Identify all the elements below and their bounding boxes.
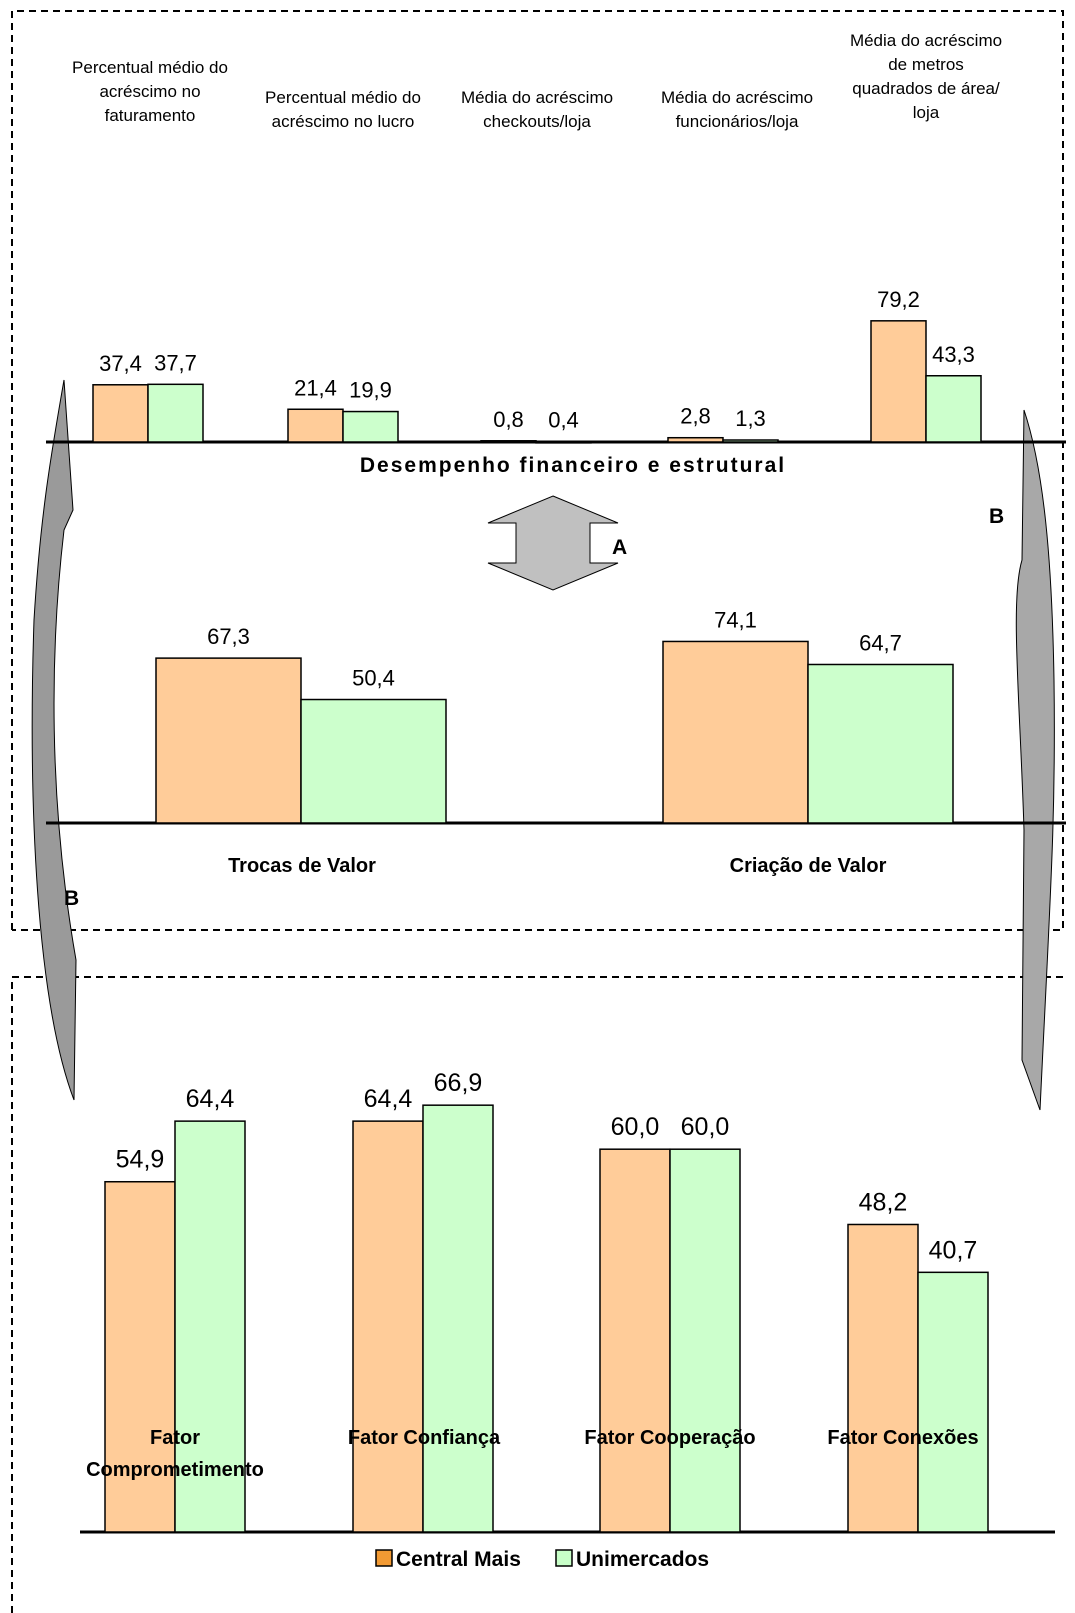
- bar-chart3-central-mais-2: [599, 1148, 671, 1533]
- bars-layer: [92, 320, 989, 1533]
- bar-chart1-central-mais-0: [92, 384, 149, 443]
- bar-chart1-central-mais-4: [870, 320, 927, 443]
- category-label-chart1-4-line3: loja: [913, 103, 940, 122]
- double-arrow-a-icon: [487, 495, 619, 591]
- data-label-chart1-unimercados-3: 1,3: [735, 406, 766, 431]
- data-label-chart3-central-mais-2: 60,0: [611, 1113, 660, 1141]
- bar-chart2-unimercados-1: [807, 663, 954, 824]
- data-label-chart3-unimercados-1: 66,9: [434, 1069, 483, 1097]
- data-label-chart1-central-mais-4: 79,2: [877, 287, 920, 312]
- data-label-chart1-unimercados-0: 37,7: [154, 350, 197, 375]
- bar-chart2-central-mais-1: [662, 640, 809, 824]
- bar-chart2-unimercados-0: [300, 698, 447, 824]
- category-label-chart1-4-line2: quadrados de área/: [852, 79, 1000, 98]
- data-label-chart1-unimercados-1: 19,9: [349, 378, 392, 403]
- data-label-chart1-central-mais-3: 2,8: [680, 404, 711, 429]
- bar-chart1-central-mais-3: [667, 436, 724, 443]
- category-label-chart1-1-line0: Percentual médio do: [265, 88, 421, 107]
- bar-chart1-unimercados-4: [925, 375, 982, 443]
- category-label-chart1-3-line1: funcionários/loja: [676, 112, 799, 131]
- chart-title-financial: Desempenho financeiro e estrutural: [360, 454, 786, 477]
- category-label-chart3-2-line0: Fator Cooperação: [584, 1427, 755, 1449]
- category-label-chart3-1-line0: Fator Confiança: [348, 1427, 501, 1449]
- bottom-frame: [11, 976, 1063, 1613]
- data-label-chart1-central-mais-0: 37,4: [99, 351, 142, 376]
- category-label-chart1-2-line1: checkouts/loja: [483, 112, 591, 131]
- data-label-chart3-unimercados-3: 40,7: [929, 1236, 978, 1264]
- bar-chart3-unimercados-1: [422, 1104, 494, 1533]
- legend-swatch-central-mais: [375, 1549, 393, 1567]
- bar-chart3-unimercados-0: [174, 1120, 246, 1533]
- marker-b-left: B: [64, 887, 79, 910]
- category-label-chart1-0-line2: faturamento: [105, 106, 196, 125]
- data-label-chart3-central-mais-1: 64,4: [364, 1085, 413, 1113]
- bar-chart1-central-mais-2: [480, 440, 537, 444]
- marker-b-right: B: [989, 505, 1004, 528]
- category-label-chart1-0-line1: acréscimo no: [99, 82, 200, 101]
- category-label-chart1-0-line0: Percentual médio do: [72, 58, 228, 77]
- bar-chart3-central-mais-1: [352, 1120, 424, 1533]
- category-label-chart3-3-line0: Fator Conexões: [827, 1427, 978, 1449]
- legend-label-central-mais: Central Mais: [396, 1548, 521, 1571]
- category-label-chart2-0-line0: Trocas de Valor: [228, 855, 376, 877]
- category-label-chart3-0-line1: Comprometimento: [86, 1459, 264, 1481]
- bar-chart1-unimercados-3: [722, 439, 779, 443]
- category-label-chart1-3-line0: Média do acréscimo: [661, 88, 813, 107]
- right-curved-arrow: [1015, 409, 1055, 1111]
- data-label-chart1-unimercados-4: 43,3: [932, 342, 975, 367]
- bar-chart1-unimercados-2: [535, 440, 592, 444]
- data-label-chart2-unimercados-0: 50,4: [352, 666, 395, 691]
- dashed-frames: [11, 10, 1064, 1613]
- data-label-chart3-central-mais-0: 54,9: [116, 1146, 165, 1174]
- legend-label-unimercados: Unimercados: [576, 1548, 709, 1571]
- category-label-chart1-4-line1: de metros: [888, 55, 964, 74]
- bar-chart3-unimercados-3: [917, 1271, 989, 1533]
- legend-swatch-unimercados: [555, 1549, 573, 1567]
- text-layer: 37,4 37,7 Percentual médio do acréscimo no f…: [72, 31, 1002, 1481]
- data-label-chart2-central-mais-1: 74,1: [714, 607, 757, 632]
- bar-chart1-central-mais-1: [287, 408, 344, 443]
- data-label-chart3-unimercados-0: 64,4: [186, 1085, 235, 1113]
- data-label-chart3-central-mais-3: 48,2: [859, 1188, 908, 1216]
- top-frame: [11, 10, 1064, 931]
- data-label-chart1-central-mais-2: 0,8: [493, 407, 524, 432]
- category-label-chart1-1-line1: acréscimo no lucro: [272, 112, 415, 131]
- data-label-chart1-central-mais-1: 21,4: [294, 375, 337, 400]
- bar-chart1-unimercados-1: [342, 410, 399, 443]
- category-label-chart2-1-line0: Criação de Valor: [730, 855, 887, 877]
- bar-chart1-unimercados-0: [147, 383, 204, 443]
- data-label-chart3-unimercados-2: 60,0: [681, 1113, 730, 1141]
- data-label-chart2-unimercados-1: 64,7: [859, 630, 902, 655]
- bar-chart3-central-mais-3: [847, 1223, 919, 1533]
- legend: Central Mais Unimercados: [375, 1548, 709, 1571]
- bar-chart2-central-mais-0: [155, 657, 302, 824]
- data-label-chart1-unimercados-2: 0,4: [548, 407, 579, 432]
- bar-chart3-central-mais-0: [104, 1180, 176, 1533]
- category-label-chart3-0-line0: Fator: [150, 1427, 200, 1449]
- left-curved-arrow: [31, 379, 77, 1101]
- category-label-chart1-2-line0: Média do acréscimo: [461, 88, 613, 107]
- data-label-chart2-central-mais-0: 67,3: [207, 624, 250, 649]
- category-label-chart1-4-line0: Média do acréscimo: [850, 31, 1002, 50]
- marker-a: A: [612, 536, 627, 559]
- bar-chart3-unimercados-2: [669, 1148, 741, 1533]
- curved-arrows: [31, 379, 1055, 1111]
